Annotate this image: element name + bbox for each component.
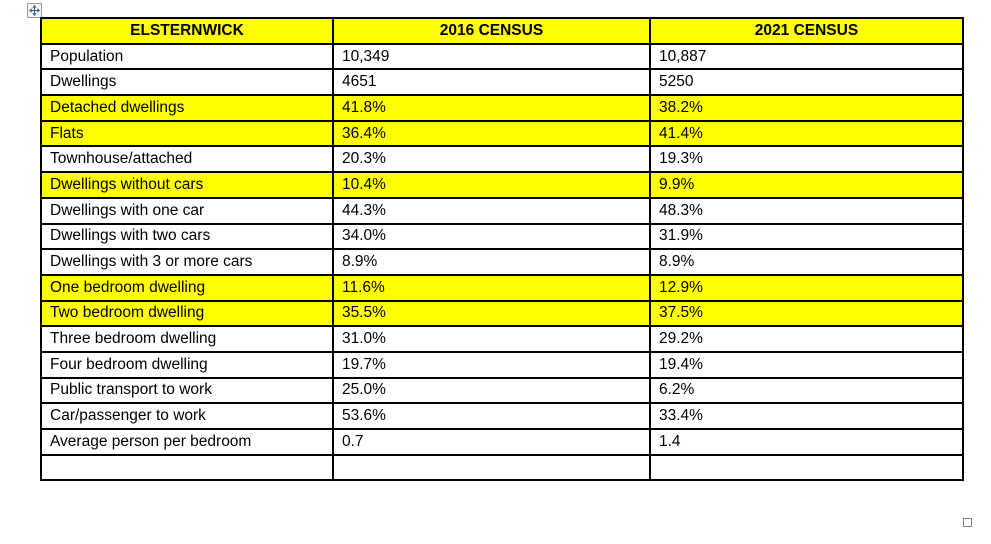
value-2016-cell[interactable]: 10.4% (332, 171, 651, 199)
table-row: Dwellings with two cars 34.0% 31.9% (40, 222, 964, 251)
table-resize-handle[interactable] (963, 518, 972, 527)
table-row: Detached dwellings 41.8% 38.2% (40, 94, 964, 122)
row-label-cell[interactable]: Dwellings (40, 68, 334, 97)
value-2021-cell[interactable]: 10,887 (649, 42, 964, 71)
value-2016-cell[interactable]: 19.7% (332, 350, 651, 379)
value-2016-cell[interactable]: 36.4% (332, 119, 651, 148)
value-2016-cell[interactable]: 34.0% (332, 222, 651, 251)
census-table-body: Population 10,349 10,887 Dwellings 4651 5250 D… (40, 42, 964, 482)
table-row (40, 453, 964, 482)
value-2016-cell[interactable] (332, 453, 651, 482)
census-table: ELSTERNWICK 2016 CENSUS 2021 CENSUS Popu… (40, 17, 964, 482)
value-2021-cell[interactable]: 9.9% (649, 171, 964, 199)
row-label-cell[interactable]: Dwellings without cars (40, 171, 334, 199)
row-label-cell[interactable]: Car/passenger to work (40, 402, 334, 430)
value-2021-cell[interactable]: 19.4% (649, 350, 964, 379)
header-cell-2016-census[interactable]: 2016 CENSUS (332, 17, 651, 45)
row-label-cell[interactable] (40, 453, 334, 482)
table-row: Four bedroom dwelling 19.7% 19.4% (40, 350, 964, 379)
row-label-cell[interactable]: Public transport to work (40, 376, 334, 405)
row-label-cell[interactable]: Average person per bedroom (40, 428, 334, 456)
value-2021-cell[interactable] (649, 453, 964, 482)
value-2016-cell[interactable]: 31.0% (332, 325, 651, 353)
table-row: Population 10,349 10,887 (40, 42, 964, 71)
value-2021-cell[interactable]: 6.2% (649, 376, 964, 405)
row-label-cell[interactable]: Three bedroom dwelling (40, 325, 334, 353)
value-2021-cell[interactable]: 8.9% (649, 248, 964, 276)
value-2016-cell[interactable]: 0.7 (332, 428, 651, 456)
value-2016-cell[interactable]: 35.5% (332, 299, 651, 328)
value-2021-cell[interactable]: 31.9% (649, 222, 964, 251)
value-2016-cell[interactable]: 8.9% (332, 248, 651, 276)
value-2021-cell[interactable]: 5250 (649, 68, 964, 97)
value-2016-cell[interactable]: 53.6% (332, 402, 651, 430)
value-2016-cell[interactable]: 4651 (332, 68, 651, 97)
value-2021-cell[interactable]: 41.4% (649, 119, 964, 148)
table-row: Dwellings with 3 or more cars 8.9% 8.9% (40, 248, 964, 276)
row-label-cell[interactable]: Dwellings with 3 or more cars (40, 248, 334, 276)
move-icon (29, 5, 40, 16)
row-label-cell[interactable]: Detached dwellings (40, 94, 334, 122)
table-row: Dwellings without cars 10.4% 9.9% (40, 171, 964, 199)
row-label-cell[interactable]: Dwellings with one car (40, 196, 334, 225)
value-2016-cell[interactable]: 11.6% (332, 273, 651, 302)
value-2021-cell[interactable]: 33.4% (649, 402, 964, 430)
table-row: Average person per bedroom 0.7 1.4 (40, 428, 964, 456)
value-2021-cell[interactable]: 37.5% (649, 299, 964, 328)
value-2021-cell[interactable]: 38.2% (649, 94, 964, 122)
value-2016-cell[interactable]: 25.0% (332, 376, 651, 405)
row-label-cell[interactable]: Population (40, 42, 334, 71)
value-2021-cell[interactable]: 29.2% (649, 325, 964, 353)
value-2021-cell[interactable]: 1.4 (649, 428, 964, 456)
value-2021-cell[interactable]: 48.3% (649, 196, 964, 225)
header-cell-region[interactable]: ELSTERNWICK (40, 17, 334, 45)
value-2016-cell[interactable]: 41.8% (332, 94, 651, 122)
value-2016-cell[interactable]: 10,349 (332, 42, 651, 71)
header-cell-2021-census[interactable]: 2021 CENSUS (649, 17, 964, 45)
table-row: Car/passenger to work 53.6% 33.4% (40, 402, 964, 430)
table-row: Public transport to work 25.0% 6.2% (40, 376, 964, 405)
table-row: Flats 36.4% 41.4% (40, 119, 964, 148)
row-label-cell[interactable]: Flats (40, 119, 334, 148)
value-2016-cell[interactable]: 44.3% (332, 196, 651, 225)
table-move-handle[interactable] (27, 3, 42, 18)
value-2021-cell[interactable]: 12.9% (649, 273, 964, 302)
table-row: Townhouse/attached 20.3% 19.3% (40, 145, 964, 174)
row-label-cell[interactable]: One bedroom dwelling (40, 273, 334, 302)
value-2021-cell[interactable]: 19.3% (649, 145, 964, 174)
table-row: Two bedroom dwelling 35.5% 37.5% (40, 299, 964, 328)
row-label-cell[interactable]: Two bedroom dwelling (40, 299, 334, 328)
table-row: Three bedroom dwelling 31.0% 29.2% (40, 325, 964, 353)
table-row: One bedroom dwelling 11.6% 12.9% (40, 273, 964, 302)
table-row: Dwellings with one car 44.3% 48.3% (40, 196, 964, 225)
table-row: Dwellings 4651 5250 (40, 68, 964, 97)
row-label-cell[interactable]: Four bedroom dwelling (40, 350, 334, 379)
row-label-cell[interactable]: Townhouse/attached (40, 145, 334, 174)
row-label-cell[interactable]: Dwellings with two cars (40, 222, 334, 251)
header-row: ELSTERNWICK 2016 CENSUS 2021 CENSUS (40, 17, 964, 45)
value-2016-cell[interactable]: 20.3% (332, 145, 651, 174)
